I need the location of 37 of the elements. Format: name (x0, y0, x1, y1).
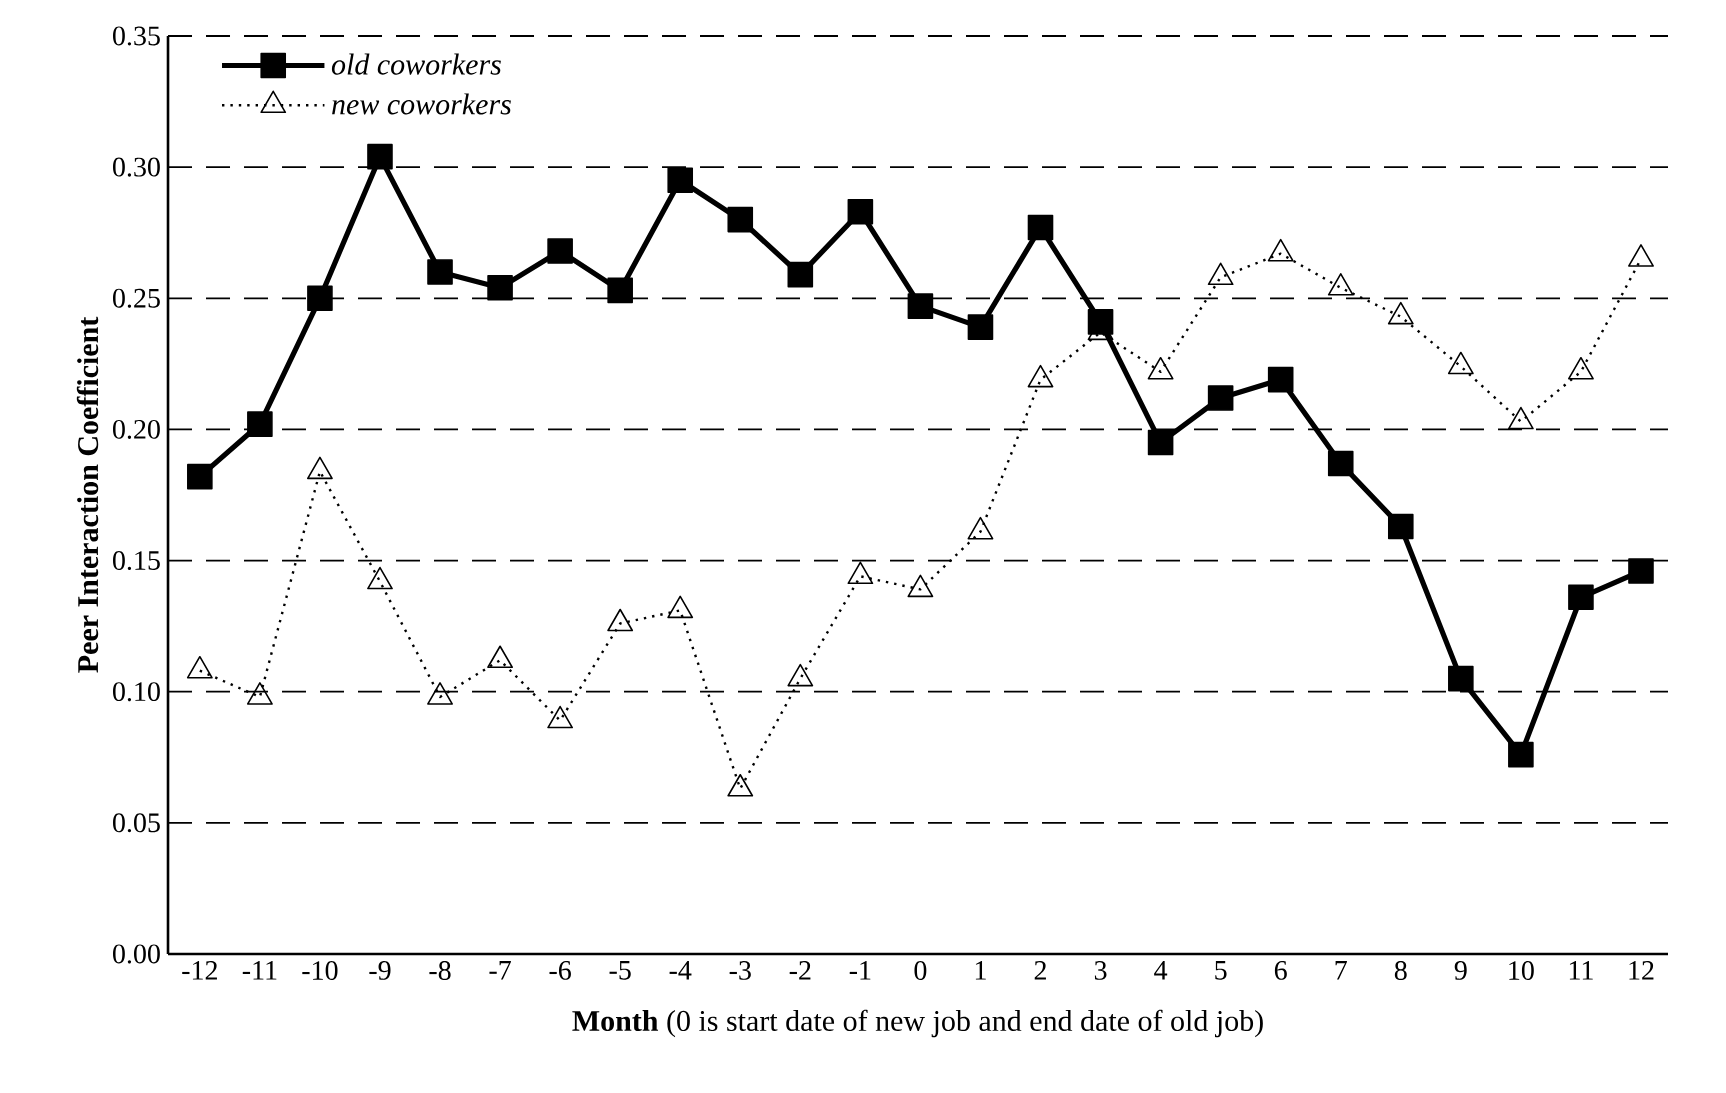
x-tick-label: 12 (1629, 961, 1654, 980)
x-tick-label: -5 (609, 961, 631, 980)
x-tick-label: -8 (429, 961, 451, 980)
y-tick-label: 0.15 (113, 551, 160, 571)
x-tick-label: 10 (1509, 961, 1534, 980)
x-tick-label: -3 (729, 961, 751, 980)
y-tick-label: 0.00 (113, 944, 160, 964)
x-tick-label: 3 (1094, 961, 1107, 980)
x-tick-label: -10 (302, 961, 338, 980)
x-tick-label: 0 (914, 961, 927, 980)
x-tick-label: -4 (669, 961, 692, 980)
y-tick-label: 0.35 (113, 26, 160, 46)
x-tick-label: 7 (1335, 961, 1347, 980)
y-tick-label: 0.05 (113, 813, 160, 833)
x-tick-label: 4 (1154, 961, 1168, 980)
x-tick-label: 2 (1034, 961, 1046, 980)
x-tick-label: -11 (242, 961, 277, 980)
x-tick-label: -7 (489, 961, 511, 980)
x-tick-label: 11 (1569, 961, 1593, 980)
x-axis-title: Month (0 is start date of new job and end date of old job) (572, 1009, 1263, 1038)
x-tick-label: -12 (182, 961, 217, 980)
y-tick-label: 0.30 (113, 157, 160, 177)
y-axis-title: Peer Interaction Coefficient (76, 316, 99, 673)
x-tick-label: 5 (1215, 961, 1227, 980)
x-tick-label: -6 (549, 961, 571, 980)
x-tick-label: -2 (789, 961, 811, 980)
x-tick-label: -9 (369, 961, 391, 980)
y-tick-label: 0.10 (113, 682, 160, 702)
x-tick-label: 8 (1394, 961, 1407, 980)
y-tick-label: 0.25 (113, 288, 160, 308)
y-tick-label: 0.20 (113, 419, 160, 439)
legend-label: new coworkers (332, 93, 511, 115)
x-tick-label: 9 (1454, 961, 1467, 980)
x-tick-label: -1 (849, 961, 871, 980)
legend-label: old coworkers (331, 53, 501, 75)
x-tick-label: 1 (975, 961, 986, 980)
x-tick-label: 6 (1274, 961, 1287, 980)
